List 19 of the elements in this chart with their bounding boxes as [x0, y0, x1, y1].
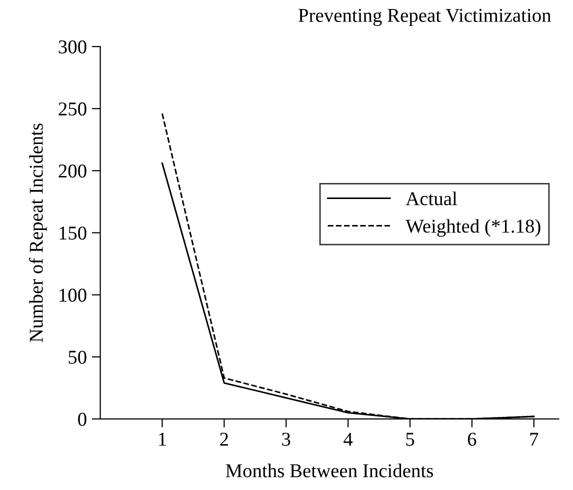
legend-label: Weighted (*1.18) — [406, 219, 540, 237]
y-tick-label: 200 — [58, 164, 86, 178]
y-tick-label: 300 — [58, 40, 86, 54]
legend-label: Actual — [406, 192, 458, 206]
x-tick-label: 1 — [159, 432, 166, 446]
y-tick-label: 100 — [60, 288, 86, 302]
y-tick-label: 50 — [68, 350, 86, 364]
y-tick-label: 150 — [60, 226, 86, 240]
x-tick-label: 4 — [344, 432, 353, 446]
x-tick-label: 2 — [220, 432, 228, 446]
y-tick-label: 250 — [58, 102, 86, 116]
x-axis-title: Months Between Incidents — [226, 464, 433, 478]
x-tick-label: 3 — [282, 432, 290, 446]
text: Preventing Repeat Victimization — [298, 8, 552, 26]
y-axis-title: Number of Repeat Incidents — [28, 124, 47, 342]
x-tick-label: 6 — [468, 432, 476, 446]
y-tick-label: 0 — [78, 412, 86, 426]
x-tick-label: 5 — [406, 432, 414, 446]
x-tick-label: 7 — [530, 432, 538, 446]
